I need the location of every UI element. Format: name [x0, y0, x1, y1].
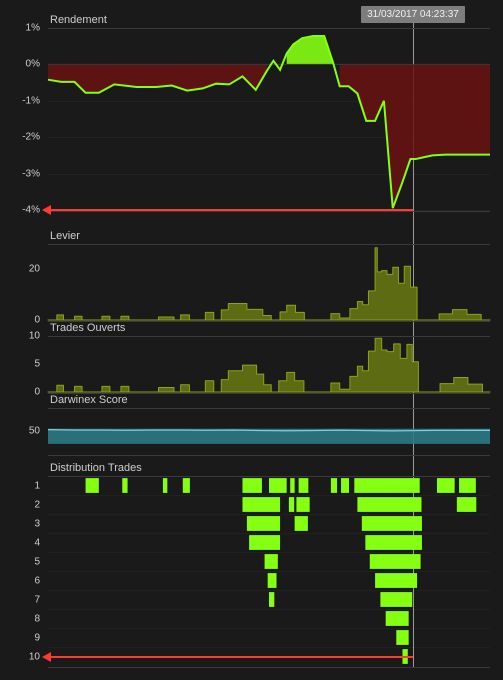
rendement-chart: [48, 28, 490, 210]
distribution-trades-chart: [48, 476, 490, 666]
rendement-title: Rendement: [50, 14, 107, 26]
trades-ouverts-chart: [48, 336, 490, 392]
levier-chart: [48, 244, 490, 320]
darwinex-score-chart: [48, 408, 490, 454]
timestamp-label: 31/03/2017 04:23:37: [361, 6, 465, 23]
